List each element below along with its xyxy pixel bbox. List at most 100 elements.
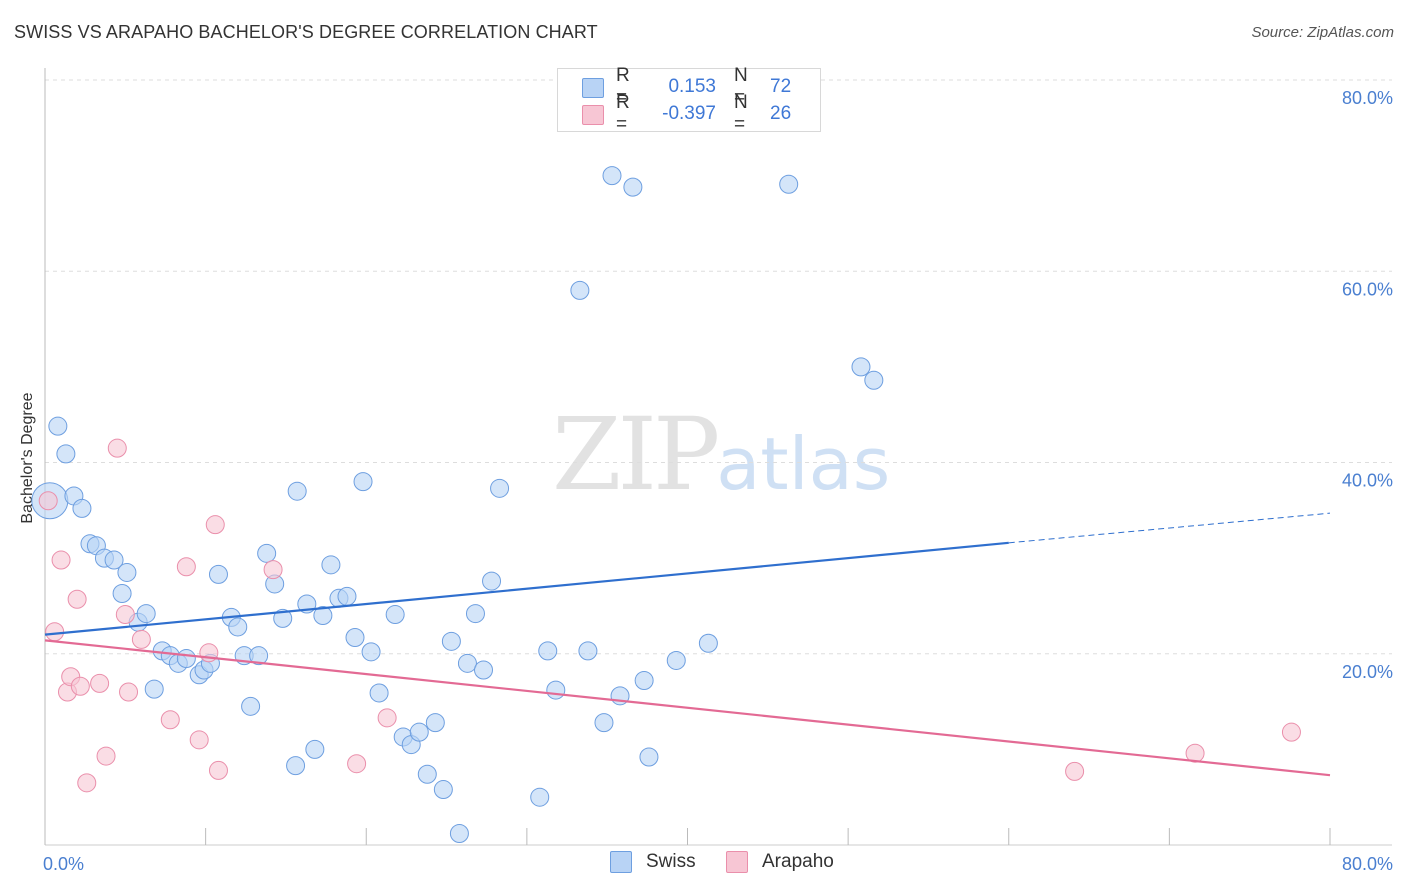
swiss-point <box>490 478 510 498</box>
swiss-trend-line <box>44 541 1009 636</box>
swiss-point <box>409 722 429 742</box>
arapaho-point <box>205 515 225 535</box>
swiss-point <box>208 564 228 584</box>
bottom-legend-label-arapaho: Arapaho <box>762 851 834 872</box>
legend-r-label: R = <box>616 65 630 108</box>
arapaho-point <box>1185 743 1205 763</box>
swiss-point <box>257 543 277 563</box>
swiss-point <box>623 177 643 197</box>
swiss-point <box>286 756 306 776</box>
arapaho-point <box>176 557 196 577</box>
swiss-point <box>449 824 469 844</box>
bottom-legend-swiss[interactable]: Swiss <box>610 851 696 873</box>
swiss-point <box>570 280 590 300</box>
arapaho-point <box>1281 722 1301 742</box>
swiss-point <box>594 713 614 733</box>
swiss-point <box>385 605 405 625</box>
watermark-zip: ZIP <box>552 396 720 513</box>
arapaho-point <box>96 746 116 766</box>
arapaho-point <box>90 673 110 693</box>
swiss-point <box>337 586 357 606</box>
swiss-point <box>530 787 550 807</box>
arapaho-point <box>189 730 209 750</box>
arapaho-point <box>347 754 367 774</box>
swiss-point <box>72 498 92 518</box>
swiss-point <box>369 683 389 703</box>
x-tick-label: 80.0% <box>1342 854 1393 874</box>
legend-n-label: N = <box>734 92 748 135</box>
legend-n-value: 72 <box>770 76 792 97</box>
swiss-point <box>353 472 373 492</box>
source-label: Source: ZipAtlas.com <box>1251 24 1394 41</box>
legend-n-label: N = <box>734 65 748 108</box>
arapaho-point <box>263 560 283 580</box>
swiss-point <box>639 747 659 767</box>
bottom-legend-arapaho[interactable]: Arapaho <box>726 851 834 873</box>
swiss-point <box>249 646 269 666</box>
watermark: ZIPatlas <box>552 396 890 513</box>
swiss-point <box>241 696 261 716</box>
swiss-point <box>104 550 124 570</box>
y-tick-label: 40.0% <box>1342 471 1393 491</box>
swiss-point <box>546 680 566 700</box>
swiss-point <box>144 679 164 699</box>
arapaho-point <box>1065 761 1085 781</box>
swiss-point <box>474 660 494 680</box>
arapaho-point <box>119 682 139 702</box>
arapaho-point <box>45 622 65 642</box>
swiss-point <box>779 174 799 194</box>
bottom-legend-swatch-arapaho <box>726 851 748 873</box>
legend-swatch-swiss <box>582 78 604 98</box>
bottom-legend-swatch-swiss <box>610 851 632 873</box>
arapaho-point <box>160 710 180 730</box>
swiss-point <box>425 713 445 733</box>
swiss-point <box>465 604 485 624</box>
swiss-point <box>112 584 132 604</box>
arapaho-point <box>115 605 135 625</box>
swiss-point <box>228 617 248 637</box>
swiss-point <box>305 739 325 759</box>
y-tick-label: 60.0% <box>1342 279 1393 299</box>
arapaho-point <box>77 773 97 793</box>
legend-r-label: R = <box>616 92 630 135</box>
swiss-point <box>441 631 461 651</box>
swiss-point <box>287 481 307 501</box>
legend-r-value: -0.397 <box>662 103 716 124</box>
y-tick-label: 20.0% <box>1342 662 1393 682</box>
swiss-point <box>482 571 502 591</box>
bottom-legend-label-swiss: Swiss <box>646 851 696 872</box>
arapaho-point <box>70 676 90 696</box>
swiss-point <box>538 641 558 661</box>
swiss-point <box>578 641 598 661</box>
legend-n-value: 26 <box>770 103 792 124</box>
arapaho-point <box>208 760 228 780</box>
swiss-point <box>321 555 341 575</box>
swiss-point <box>136 604 156 624</box>
swiss-point <box>417 764 437 784</box>
chart-title: SWISS VS ARAPAHO BACHELOR'S DEGREE CORRE… <box>14 22 598 42</box>
swiss-point <box>602 166 622 186</box>
arapaho-point <box>51 550 71 570</box>
swiss-point <box>48 416 68 436</box>
swiss-point <box>273 608 293 628</box>
swiss-point <box>698 633 718 653</box>
swiss-point <box>345 627 365 647</box>
swiss-point <box>313 606 333 625</box>
swiss-trend-extension <box>1008 512 1331 544</box>
swiss-point <box>864 370 884 390</box>
legend-swatch-arapaho <box>582 105 604 125</box>
swiss-point <box>176 649 196 669</box>
arapaho-point <box>377 708 397 728</box>
swiss-point <box>457 653 477 673</box>
swiss-point <box>117 562 137 582</box>
arapaho-point <box>107 438 127 458</box>
watermark-atlas: atlas <box>716 422 891 506</box>
arapaho-point <box>38 491 58 511</box>
swiss-point <box>851 357 871 377</box>
arapaho-point <box>131 629 151 649</box>
correlation-legend: R = 0.153 N = 72 R = -0.397 N = 26 <box>557 65 821 135</box>
swiss-point <box>666 650 686 670</box>
legend-r-value: 0.153 <box>668 76 716 97</box>
x-tick-label: 0.0% <box>43 854 84 874</box>
